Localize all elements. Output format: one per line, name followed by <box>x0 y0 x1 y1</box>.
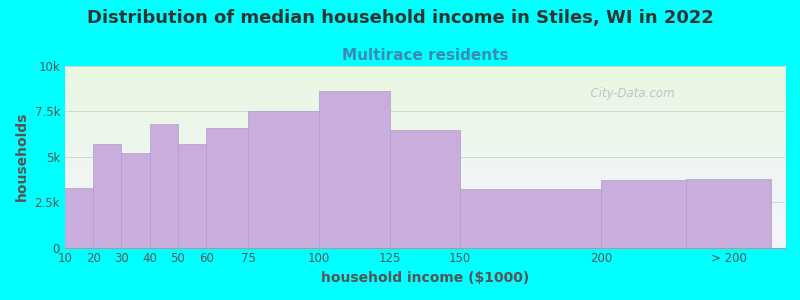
Bar <box>206 128 249 248</box>
Bar <box>150 124 178 248</box>
Bar <box>602 180 686 247</box>
Bar <box>460 190 602 247</box>
Bar <box>686 178 771 248</box>
Text: City-Data.com: City-Data.com <box>583 87 675 100</box>
Y-axis label: households: households <box>15 112 29 202</box>
Bar <box>178 144 206 248</box>
X-axis label: household income ($1000): household income ($1000) <box>321 271 529 285</box>
Bar <box>122 153 150 248</box>
Title: Multirace residents: Multirace residents <box>342 48 508 63</box>
Bar <box>249 111 319 248</box>
Bar <box>390 130 460 248</box>
Bar <box>65 188 93 248</box>
Bar <box>319 92 390 248</box>
Text: Distribution of median household income in Stiles, WI in 2022: Distribution of median household income … <box>86 9 714 27</box>
Bar <box>93 144 122 248</box>
